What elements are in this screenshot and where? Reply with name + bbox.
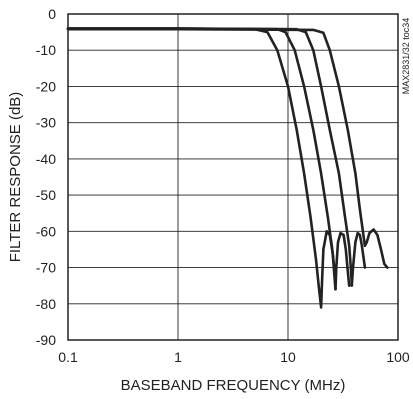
y-tick-label: -20 bbox=[36, 78, 56, 94]
y-tick-label: -30 bbox=[36, 115, 56, 131]
chart-side-label: MAX2831/32 toc34 bbox=[401, 18, 411, 95]
series-line-1 bbox=[66, 27, 337, 309]
chart-grid bbox=[67, 13, 399, 341]
series-line-4 bbox=[66, 27, 389, 269]
x-tick-label: 1 bbox=[174, 349, 182, 365]
y-tick-label: -70 bbox=[36, 260, 56, 276]
x-tick-labels: 0.1 1 10 100 bbox=[58, 349, 410, 365]
y-tick-label: -90 bbox=[36, 332, 56, 348]
y-axis-label: FILTER RESPONSE (dB) bbox=[7, 92, 24, 263]
plot-frame bbox=[67, 13, 399, 341]
y-tick-labels: 0 -10 -20 -30 -40 -50 -60 -70 -80 -90 bbox=[36, 6, 56, 348]
x-axis-label: BASEBAND FREQUENCY (MHz) bbox=[121, 377, 346, 394]
y-tick-label: -60 bbox=[36, 223, 56, 239]
x-tick-label: 0.1 bbox=[58, 349, 78, 365]
series-line-2 bbox=[66, 27, 351, 291]
x-tick-label: 10 bbox=[280, 349, 296, 365]
y-tick-label: -40 bbox=[36, 151, 56, 167]
y-tick-label: 0 bbox=[48, 6, 56, 22]
y-tick-label: -80 bbox=[36, 296, 56, 312]
y-tick-label: -10 bbox=[36, 42, 56, 58]
chart-series-group bbox=[66, 27, 389, 309]
y-tick-label: -50 bbox=[36, 187, 56, 203]
x-tick-label: 100 bbox=[386, 349, 410, 365]
series-line-3 bbox=[66, 27, 367, 287]
